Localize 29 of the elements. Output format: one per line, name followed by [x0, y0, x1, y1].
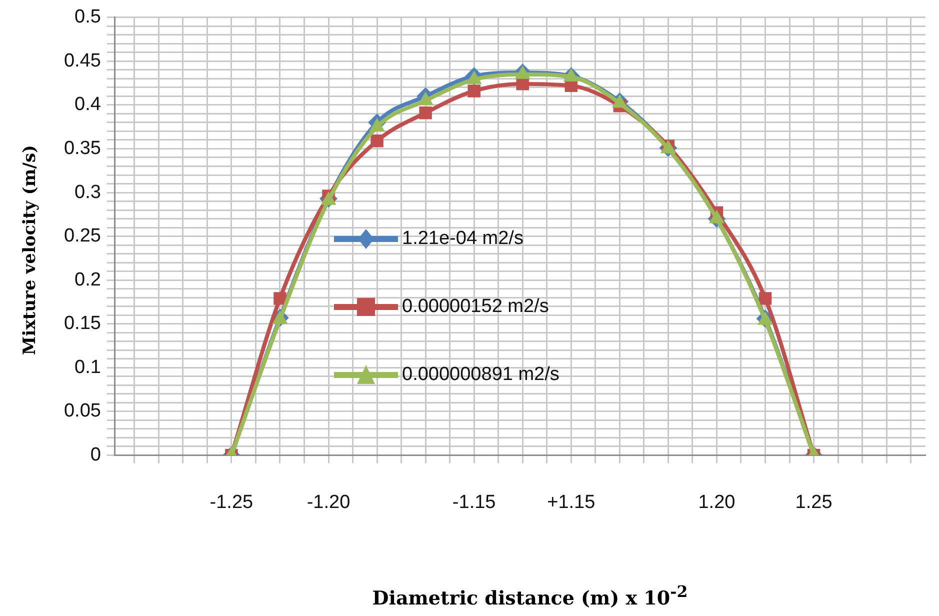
- x-tick-label: -1.20: [306, 492, 350, 513]
- x-axis-title: Diametric distance (m) x 10$^{-2}$: [372, 582, 688, 610]
- y-tick-label: 0.5: [74, 6, 101, 28]
- point: [419, 106, 432, 120]
- x-tick-label: 1.20: [698, 492, 736, 513]
- legend-label: 1.21e-04 m2/s: [402, 228, 524, 250]
- point: [272, 310, 288, 324]
- x-tick-label: -1.25: [210, 492, 254, 513]
- y-tick-label: 0.45: [64, 50, 101, 72]
- legend-label: 0.000000891 m2/s: [402, 364, 560, 386]
- y-tick-label: 0.4: [74, 94, 102, 116]
- y-tick-label: 0.2: [74, 269, 101, 290]
- x-tick-label: -1.15: [452, 492, 496, 513]
- y-tick-label: 0.05: [64, 400, 101, 422]
- point: [320, 191, 336, 205]
- y-tick-label: 0.35: [64, 138, 101, 159]
- y-tick-label: 0.3: [74, 182, 101, 203]
- x-tick-label: +1.15: [547, 492, 596, 513]
- y-tick-label: 0.25: [64, 226, 101, 247]
- y-tick-label: 0.1: [74, 356, 101, 378]
- point: [757, 311, 774, 325]
- x-tick-label: 1.25: [795, 492, 832, 513]
- legend-label: 0.00000152 m2/s: [402, 296, 549, 318]
- point: [708, 210, 725, 224]
- point: [468, 84, 480, 98]
- y-tick-label: 0: [90, 444, 101, 466]
- y-axis-title: Mixture velocity (m/s): [20, 144, 40, 356]
- point: [370, 134, 384, 148]
- y-tick-label: 0.15: [64, 313, 101, 334]
